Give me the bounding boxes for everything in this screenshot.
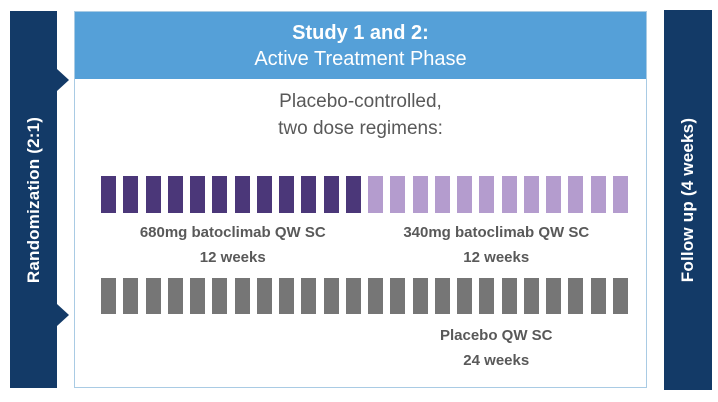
week-tick-680mg-batoclimab [323, 176, 339, 213]
week-tick-placebo [301, 278, 317, 314]
week-tick-placebo [568, 278, 584, 314]
week-tick-680mg-batoclimab [234, 176, 250, 213]
intro-line1: Placebo-controlled, [279, 91, 442, 112]
week-tick-placebo [368, 278, 383, 314]
week-tick-680mg-batoclimab [167, 176, 183, 213]
week-tick-340mg-batoclimab [523, 176, 539, 213]
placebo-arm-labels: Placebo QW SC 24 weeks [101, 323, 628, 373]
randomization-arrow-bottom-icon [57, 304, 69, 326]
arm-placebo-label-line2: 24 weeks [463, 352, 530, 369]
week-tick-680mg-batoclimab [101, 176, 116, 213]
week-tick-680mg-batoclimab [301, 176, 317, 213]
week-tick-680mg-batoclimab [145, 176, 161, 213]
study-header: Study 1 and 2: Active Treatment Phase [75, 12, 646, 79]
week-tick-placebo [123, 278, 139, 314]
arm-680mg-label-line2: 12 weeks [199, 249, 266, 266]
randomization-label: Randomization (2:1) [23, 116, 43, 283]
week-tick-680mg-batoclimab [345, 176, 361, 213]
week-tick-placebo [479, 278, 495, 314]
intro-text: Placebo-controlled, two dose regimens: [75, 88, 646, 142]
randomization-arrow-top-icon [57, 69, 69, 91]
week-tick-340mg-batoclimab [590, 176, 606, 213]
followup-label: Follow up (4 weeks) [678, 117, 697, 283]
arm-680mg-label: 680mg batoclimab QW SC 12 weeks [101, 220, 365, 270]
week-tick-340mg-batoclimab [412, 176, 428, 213]
week-tick-680mg-batoclimab [212, 176, 228, 213]
week-tick-placebo [256, 278, 272, 314]
week-tick-placebo [323, 278, 339, 314]
week-tick-placebo [167, 278, 183, 314]
week-tick-placebo [279, 278, 294, 314]
week-tick-340mg-batoclimab [457, 176, 472, 213]
week-tick-340mg-batoclimab [390, 176, 406, 213]
randomization-banner: Randomization (2:1) [10, 11, 69, 388]
week-tick-placebo [457, 278, 472, 314]
week-tick-340mg-batoclimab [479, 176, 495, 213]
week-tick-340mg-batoclimab [434, 176, 450, 213]
week-tick-340mg-batoclimab [368, 176, 383, 213]
week-tick-680mg-batoclimab [123, 176, 139, 213]
week-tick-placebo [612, 278, 628, 314]
week-tick-680mg-batoclimab [256, 176, 272, 213]
placebo-week-ticks [101, 278, 628, 314]
week-tick-340mg-batoclimab [568, 176, 584, 213]
week-tick-placebo [434, 278, 450, 314]
week-tick-placebo [390, 278, 406, 314]
intro-line2: two dose regimens: [278, 118, 443, 139]
week-tick-placebo [546, 278, 561, 314]
week-tick-340mg-batoclimab [501, 176, 517, 213]
arm-placebo-label-line1: Placebo QW SC [439, 327, 553, 344]
week-tick-placebo [234, 278, 250, 314]
week-tick-placebo [412, 278, 428, 314]
arm-placebo-label: Placebo QW SC 24 weeks [365, 323, 629, 373]
arm-340mg-label: 340mg batoclimab QW SC 12 weeks [365, 220, 629, 270]
week-tick-placebo [190, 278, 205, 314]
week-tick-placebo [212, 278, 228, 314]
arm-680mg-label-line1: 680mg batoclimab QW SC [139, 224, 326, 241]
week-tick-340mg-batoclimab [612, 176, 628, 213]
week-tick-placebo [590, 278, 606, 314]
week-tick-680mg-batoclimab [279, 176, 294, 213]
week-tick-680mg-batoclimab [190, 176, 205, 213]
study-subtitle: Active Treatment Phase [254, 47, 467, 70]
arm-340mg-label-line2: 12 weeks [463, 249, 530, 266]
batoclimab-arm-labels: 680mg batoclimab QW SC 12 weeks 340mg ba… [101, 220, 628, 270]
week-tick-placebo [501, 278, 517, 314]
week-tick-placebo [523, 278, 539, 314]
week-tick-340mg-batoclimab [546, 176, 561, 213]
active-treatment-box: Study 1 and 2: Active Treatment Phase Pl… [74, 11, 647, 388]
week-tick-placebo [145, 278, 161, 314]
week-tick-placebo [345, 278, 361, 314]
study-title: Study 1 and 2: [292, 21, 429, 44]
followup-banner: Follow up (4 weeks) [664, 10, 712, 390]
week-tick-placebo [101, 278, 116, 314]
batoclimab-week-ticks [101, 176, 628, 213]
arm-340mg-label-line1: 340mg batoclimab QW SC [403, 224, 590, 241]
